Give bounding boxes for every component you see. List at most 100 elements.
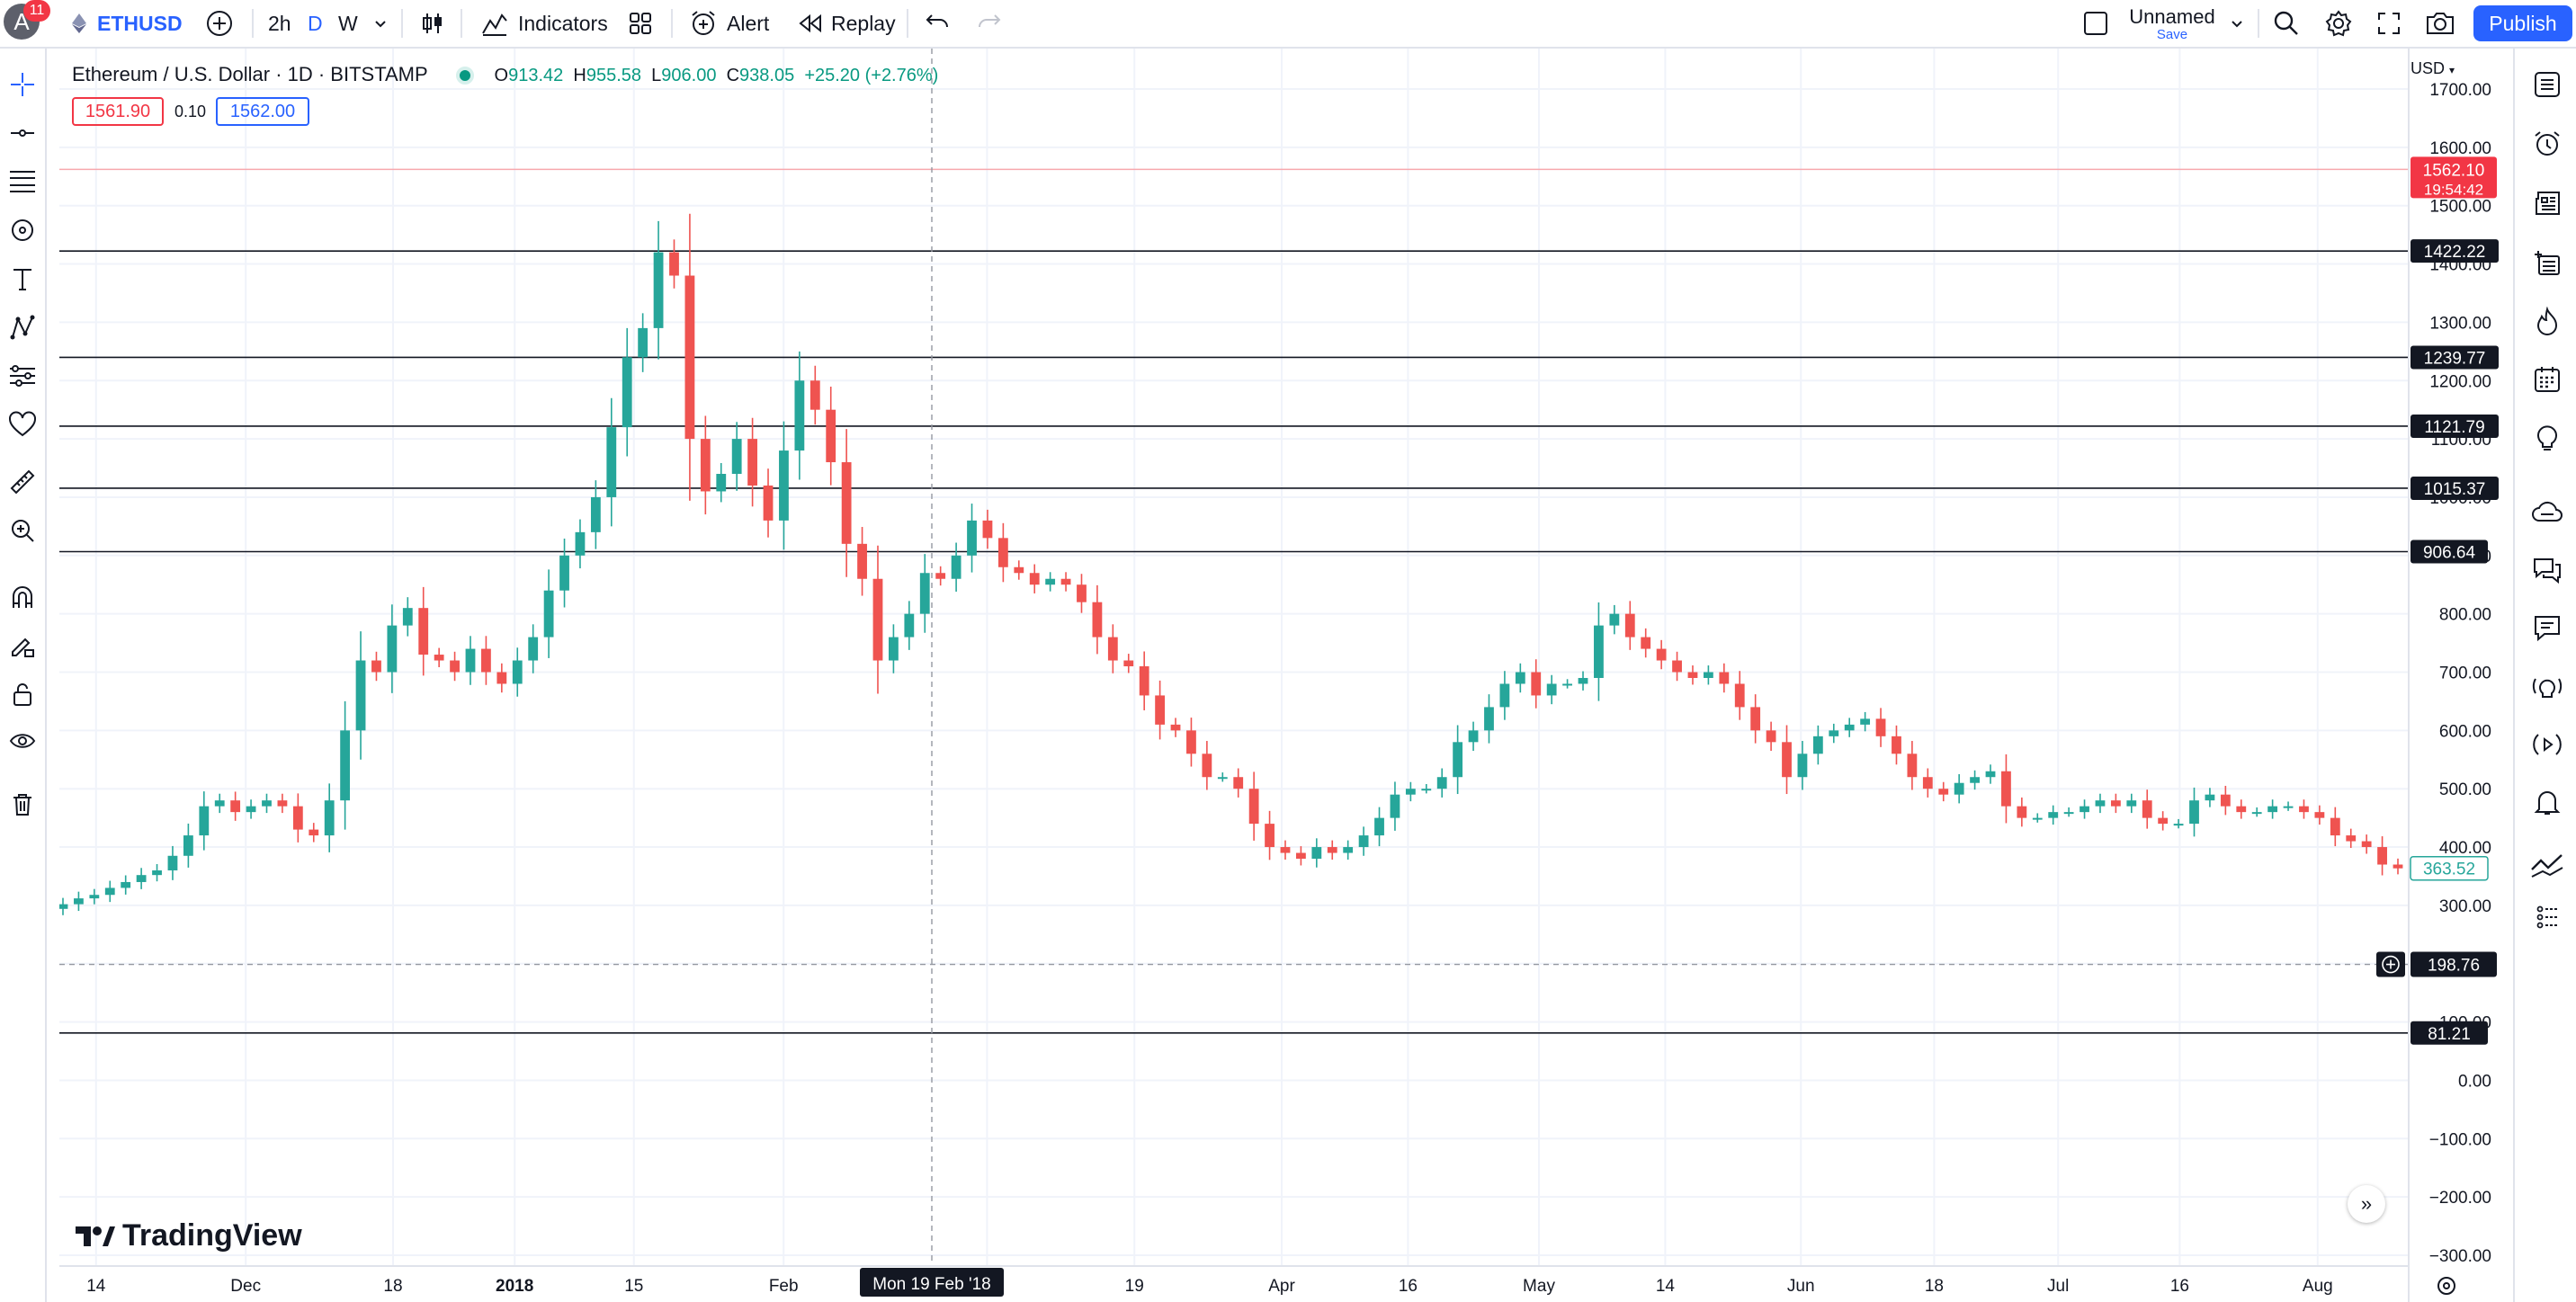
crosshair-tool[interactable] [4,67,40,103]
replay-button[interactable]: Replay [797,0,896,47]
sell-price-button[interactable]: 1561.90 [72,97,164,126]
legend-symbol-title[interactable]: Ethereum / U.S. Dollar · 1D · BITSTAMP [72,63,428,85]
candle-body [1562,683,1572,686]
interval-2h[interactable]: 2h [268,11,291,35]
candle-body [2283,806,2294,808]
layout-name-button[interactable]: Unnamed Save [2123,4,2222,43]
interval-dropdown[interactable] [372,0,389,47]
interval-w[interactable]: W [338,11,358,35]
text-tool[interactable] [4,261,40,297]
price-axis[interactable]: 1700.001600.001500.001400.001300.001200.… [2408,49,2506,1302]
market-status-dot[interactable] [456,67,475,85]
candle-body [1092,602,1103,638]
candle-body [2080,806,2089,813]
candle-body [402,608,413,626]
candle-body [1499,683,1510,708]
chats-button[interactable] [2527,550,2567,590]
trend-line-tool[interactable] [4,115,40,151]
trash-icon [13,794,31,816]
price-tick-label: 400.00 [2439,839,2491,858]
candle-body [121,881,131,888]
keep-drawing-tool[interactable] [4,628,40,664]
zoom-tool[interactable] [4,513,40,548]
symbol-search-button[interactable]: ETHUSD [70,0,183,47]
candle-body [763,485,774,521]
templates-button[interactable] [628,0,653,47]
hotlists-button[interactable] [2527,302,2567,342]
candle-body [1202,754,1212,778]
tradingview-logo[interactable]: TradingView [76,1218,302,1253]
streams-button[interactable] [2527,493,2567,532]
candle-body [1155,695,1165,725]
minds-button[interactable] [2527,608,2567,647]
snapshot-button[interactable] [2425,0,2455,47]
pattern-tool[interactable] [4,212,40,248]
indicators-button[interactable]: Indicators [480,0,608,47]
measure-tool[interactable] [4,464,40,500]
candle-body [2032,817,2043,820]
price-chart[interactable]: 1700.001600.001500.001400.001300.001200.… [59,49,2506,1302]
candle-body [2267,806,2278,813]
candle-body [1014,566,1024,574]
fib-tool[interactable] [4,164,40,200]
undo-button[interactable] [925,0,952,47]
fullscreen-button[interactable] [2376,0,2402,47]
candle-body [590,496,601,532]
layout-menu-button[interactable] [2083,0,2108,47]
ideas-button[interactable] [2527,417,2567,457]
publish-button[interactable]: Publish [2473,5,2572,41]
chart-type-button[interactable] [419,0,446,47]
zoom-in-icon [12,520,34,542]
buy-price-button[interactable]: 1562.00 [216,97,309,126]
candle-body [1248,789,1259,825]
ideas-stream-button[interactable] [2527,667,2567,707]
candle-body [340,730,351,801]
remove-drawings-tool[interactable] [4,786,40,822]
candle-body [2220,794,2231,807]
candle-body [1139,666,1149,696]
candle-body [434,655,444,661]
watchlist-button[interactable] [2527,65,2567,104]
notifications-button[interactable] [2527,782,2567,822]
redo-button[interactable] [975,0,1002,47]
scroll-to-realtime-button[interactable]: » [2348,1185,2385,1223]
broadcast-button[interactable] [2527,725,2567,764]
alerts-button[interactable] [2527,124,2567,164]
crosshair [59,49,2409,1266]
search-button[interactable] [2272,0,2301,47]
candle-body [1797,754,1808,778]
compare-symbol-button[interactable] [205,0,234,47]
layout-dropdown[interactable] [2229,0,2245,47]
interval-d[interactable]: D [308,11,323,35]
magnet-tool[interactable] [4,579,40,615]
calendar-button[interactable] [2527,360,2567,399]
candle-body [1358,835,1369,848]
fib-lines-icon [10,171,35,192]
lock-drawings-tool[interactable] [4,676,40,712]
heart-icon [9,411,36,437]
candle-body [826,409,836,463]
dom-button[interactable] [2527,897,2567,937]
candle-body [809,380,820,410]
settings-button[interactable] [2324,0,2353,47]
icon-tool[interactable] [4,406,40,442]
candle-body [2314,812,2325,818]
projection-tool[interactable] [4,309,40,345]
candle-body [794,380,805,451]
time-tick-label: 2018 [496,1277,533,1296]
data-window-button[interactable] [2527,243,2567,282]
trading-panel-button[interactable] [2527,845,2567,885]
nodes-icon [10,315,35,340]
news-button[interactable] [2527,183,2567,223]
currency-selector[interactable]: USD ▾ [2411,59,2455,77]
alert-button[interactable]: Alert [689,0,769,47]
candle-body [1170,724,1181,731]
forecast-tool[interactable] [4,358,40,394]
list-add-icon [2535,251,2560,275]
candle-body [2251,812,2262,815]
hline-price-label: 1422.22 [2424,243,2486,262]
hide-drawings-tool[interactable] [4,723,40,759]
candle-body [1217,777,1228,780]
dots-grid-icon [2536,905,2558,929]
time-axis[interactable]: 14Dec18201815FebMar19Apr16May14Jun18Jul1… [59,1265,2455,1297]
